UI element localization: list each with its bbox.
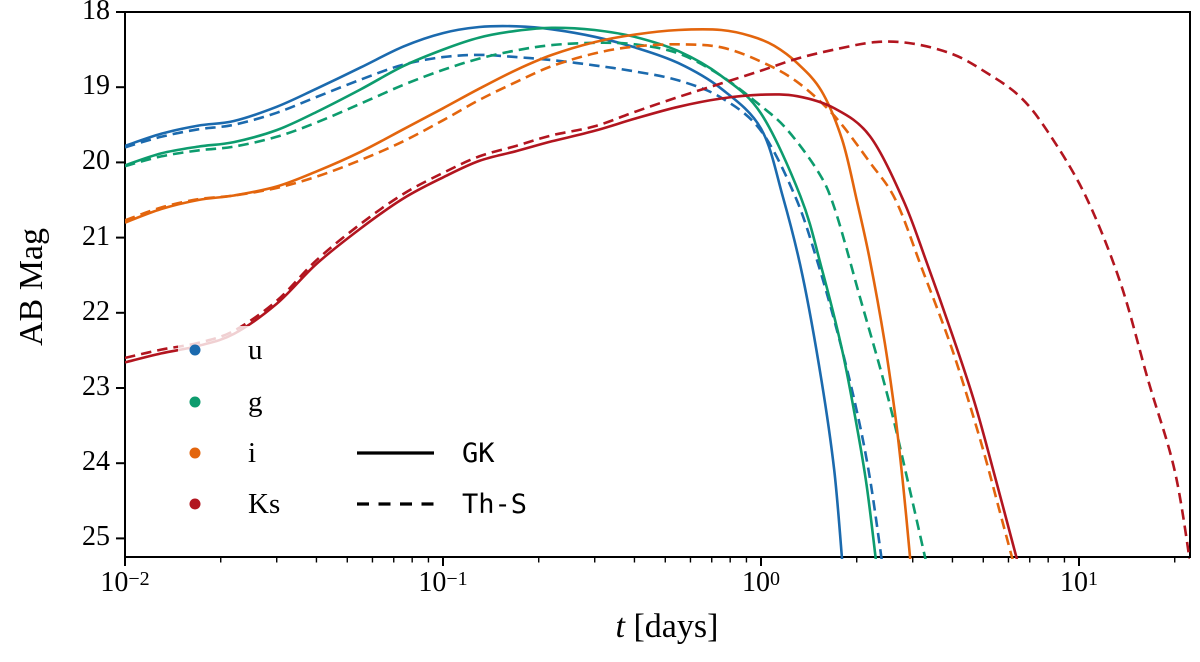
y-tick-label-25: 25 [82, 521, 110, 553]
axis-ticks [116, 11, 1176, 566]
y-tick-label-19: 19 [82, 70, 110, 102]
legend-label-g: g [248, 386, 263, 418]
x-tick-label-10e−2: 10−2 [100, 567, 150, 598]
y-tick-label-18: 18 [82, 0, 110, 26]
legend-marker-i [189, 447, 201, 459]
legend-marker-Ks [189, 498, 201, 510]
curve-i-Th-S [125, 42, 1014, 559]
curve-i-GK [125, 28, 912, 559]
legend-label-Ks: Ks [248, 488, 281, 520]
legend-label-u: u [248, 334, 263, 366]
legend-label-GK: GK [462, 438, 495, 469]
y-tick-label-23: 23 [82, 371, 110, 402]
legend-marker-g [189, 396, 201, 408]
y-tick-label-21: 21 [82, 220, 110, 252]
axes-spines [124, 11, 1191, 558]
curves [125, 24, 1190, 559]
curve-g-GK [125, 26, 878, 559]
legend-frame [178, 326, 560, 532]
x-tick-label-10e−1: 10−1 [418, 567, 468, 598]
curve-u-GK [125, 24, 844, 559]
legend-swatches [189, 344, 434, 510]
x-tick-label-10e0: 100 [742, 567, 780, 598]
curve-Ks-GK [125, 93, 1019, 559]
legend-marker-u [189, 344, 201, 356]
x-axis-label: t [days] [557, 608, 777, 646]
curve-Ks-Th-S [125, 40, 1190, 559]
y-axis-label: AB Mag [13, 227, 50, 347]
y-tick-label-24: 24 [82, 446, 110, 478]
x-axis-label-symbol: t [615, 608, 625, 645]
legend-label-Th-S: Th-S [462, 489, 528, 520]
y-tick-label-22: 22 [82, 295, 110, 327]
x-tick-label-10e1: 101 [1060, 567, 1098, 598]
x-axis-label-unit: [days] [624, 608, 719, 645]
legend-label-i: i [248, 437, 257, 469]
y-tick-label-20: 20 [82, 145, 110, 177]
